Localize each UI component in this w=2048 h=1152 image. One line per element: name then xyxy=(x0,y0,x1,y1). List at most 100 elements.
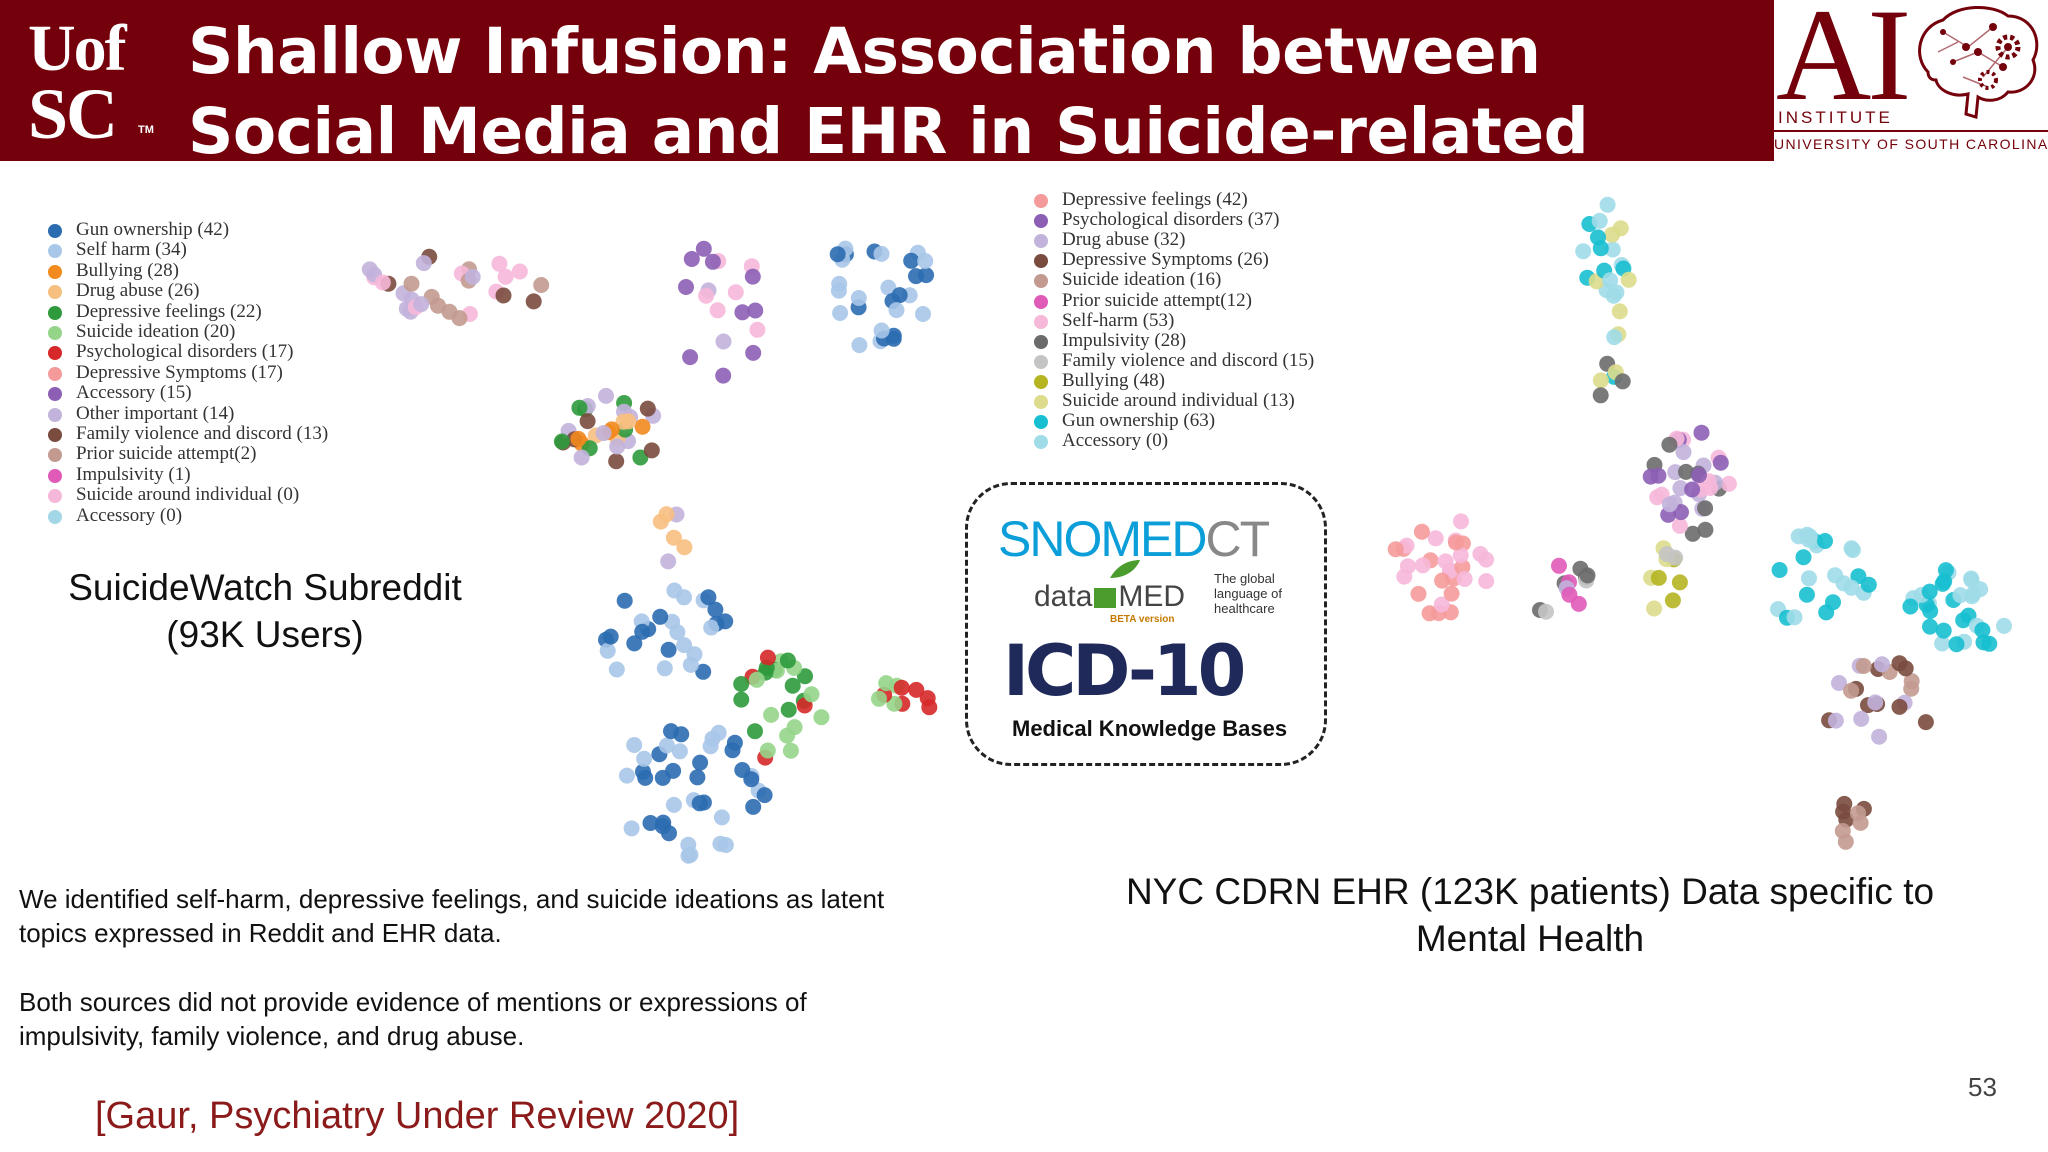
scatter-point xyxy=(632,449,649,466)
logo-line-2: SC xyxy=(28,74,118,154)
scatter-point xyxy=(1551,557,1567,574)
scatter-point xyxy=(1867,694,1884,711)
scatter-point xyxy=(1414,557,1431,574)
legend-color-dot xyxy=(48,326,62,340)
scatter-point xyxy=(1437,553,1454,570)
brain-gear-icon xyxy=(1918,5,2039,119)
scatter-point xyxy=(1592,387,1609,404)
scatter-point xyxy=(1790,528,1807,545)
scatter-point xyxy=(663,723,679,740)
scatter-point xyxy=(598,387,614,404)
legend-color-dot xyxy=(48,407,62,422)
scatter-point xyxy=(727,284,744,301)
scatter-point xyxy=(1387,541,1404,558)
scatter-point xyxy=(608,453,625,470)
scatter-point xyxy=(1855,658,1872,674)
scatter-point xyxy=(1801,528,1818,545)
ai-institute-logo xyxy=(1774,0,2048,161)
scatter-point xyxy=(1844,542,1861,558)
scatter-point xyxy=(1604,226,1621,243)
scatter-point xyxy=(1575,243,1592,260)
scatter-point xyxy=(1935,622,1952,639)
scatter-point xyxy=(1853,710,1870,727)
scatter-point xyxy=(1902,598,1919,615)
scatter-point xyxy=(782,742,799,759)
legend-color-dot xyxy=(48,428,62,442)
scatter-point xyxy=(829,246,846,263)
legend-label: Prior suicide attempt(12) xyxy=(1062,289,1252,311)
scatter-point xyxy=(1874,656,1890,673)
legend-label: Drug abuse (32) xyxy=(1062,229,1186,251)
scatter-point xyxy=(683,251,700,267)
scatter-point xyxy=(733,691,750,708)
scatter-point xyxy=(1454,559,1471,575)
snomed-ct-logo: SNOMEDCT xyxy=(998,510,1270,568)
scatter-point xyxy=(733,676,750,692)
scatter-point xyxy=(623,820,640,837)
scatter-point xyxy=(1922,618,1938,635)
scatter-point xyxy=(1827,712,1844,729)
scatter-point xyxy=(573,449,590,466)
scatter-point xyxy=(654,818,671,835)
citation: [Gaur, Psychiatry Under Review 2020] xyxy=(95,1095,740,1137)
scatter-point xyxy=(1592,372,1609,389)
scatter-point xyxy=(873,245,890,262)
legend-label: Depressive Symptoms (26) xyxy=(1062,249,1269,271)
scatter-point xyxy=(642,815,659,831)
scatter-point xyxy=(1538,603,1554,620)
scatter-point xyxy=(1831,675,1847,691)
scatter-point xyxy=(704,730,721,747)
scatter-point xyxy=(745,798,762,815)
scatter-point xyxy=(676,637,693,654)
legend-label: Self-harm (53) xyxy=(1062,309,1175,331)
legend-label: Impulsivity (1) xyxy=(76,463,191,485)
scatter-point xyxy=(695,663,712,680)
scatter-point xyxy=(1834,823,1851,839)
scatter-point xyxy=(1433,596,1450,613)
scatter-point xyxy=(784,677,801,694)
legend-color-dot xyxy=(1034,194,1048,208)
scatter-point xyxy=(797,668,813,685)
scatter-point xyxy=(1981,635,1998,652)
legend-label: Accessory (0) xyxy=(76,504,183,526)
scatter-point xyxy=(703,619,720,636)
scatter-point xyxy=(1661,496,1678,513)
scatter-point xyxy=(1684,481,1701,498)
scatter-point xyxy=(850,290,867,306)
legend-label: Bullying (48) xyxy=(1062,369,1165,391)
legend-color-dot xyxy=(1034,395,1048,409)
scatter-point xyxy=(599,642,616,659)
scatter-point xyxy=(1801,570,1817,587)
legend-label: Depressive feelings (22) xyxy=(76,300,262,322)
scatter-point xyxy=(1891,698,1908,715)
findings-paragraph-1: We identified self-harm, depressive feel… xyxy=(19,884,885,948)
scatter-point xyxy=(1672,480,1689,497)
scatter-point xyxy=(1671,517,1688,534)
scatter-point xyxy=(903,252,920,269)
scatter-point xyxy=(602,628,619,645)
legend-label: Gun ownership (42) xyxy=(76,219,230,240)
scatter-point xyxy=(1843,682,1860,699)
scatter-point xyxy=(1948,636,1965,653)
scatter-point xyxy=(656,660,673,677)
scatter-point xyxy=(759,649,776,666)
scatter-point xyxy=(464,268,481,285)
scatter-point xyxy=(1661,436,1678,453)
scatter-point xyxy=(1675,444,1692,461)
legend-label: Suicide around individual (13) xyxy=(1062,390,1295,411)
legend-color-dot xyxy=(1034,435,1048,450)
scatter-point xyxy=(1591,212,1608,229)
legend-color-dot xyxy=(1034,334,1048,349)
scatter-point xyxy=(1720,475,1737,492)
ai-logo-institute: INSTITUTE xyxy=(1778,108,1893,127)
scatter-point xyxy=(608,661,625,678)
reddit-topic-legend: Gun ownership (42) Self harm (34) Bullying… xyxy=(48,220,378,530)
scatter-point xyxy=(570,430,587,447)
knowledge-base-panel xyxy=(965,482,1327,766)
scatter-point xyxy=(1798,586,1815,603)
scatter-point xyxy=(413,296,430,313)
scatter-point xyxy=(634,623,651,640)
scatter-point xyxy=(851,337,868,354)
legend-color-dot xyxy=(48,448,62,463)
